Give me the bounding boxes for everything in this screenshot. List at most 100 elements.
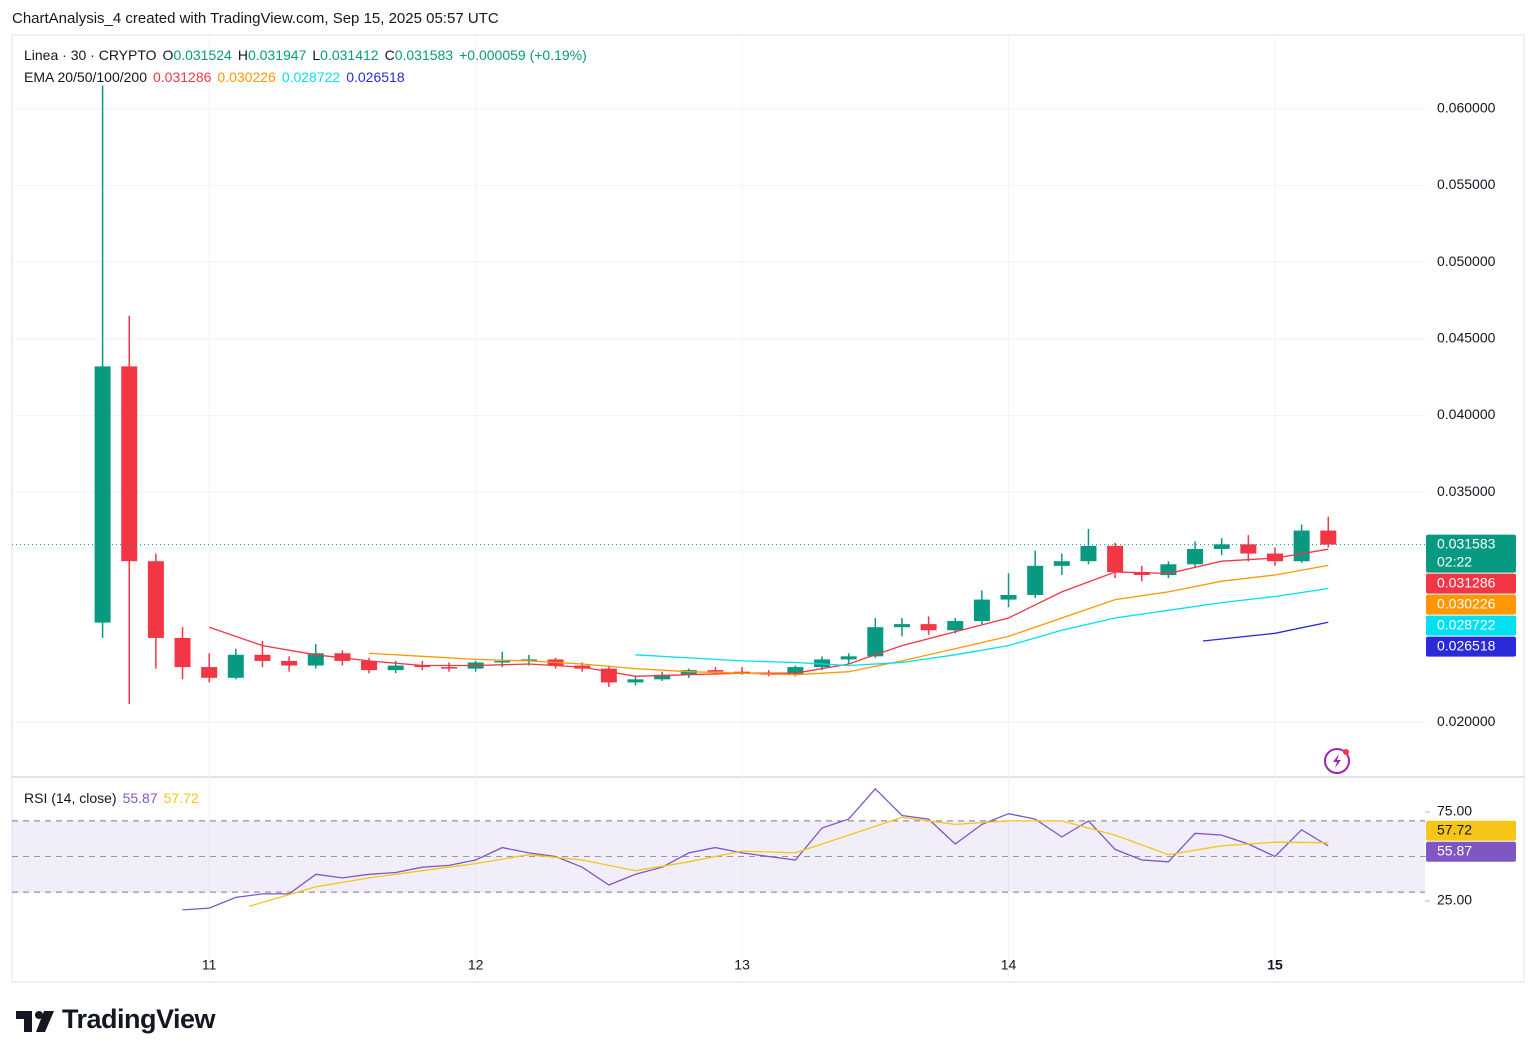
candle-body [1320, 530, 1337, 545]
x-tick-label: 12 [468, 957, 484, 973]
change: +0.000059 (+0.19%) [459, 47, 587, 63]
candle-body [840, 656, 857, 660]
candle-body [520, 659, 537, 661]
candle-body [1027, 565, 1044, 595]
candle-body [201, 667, 218, 678]
legend-row: Linea · 30 · CRYPTO O0.031524 H0.031947 L0.… [24, 44, 593, 66]
candle-body [1213, 544, 1230, 549]
candle-body [121, 366, 138, 562]
chart-frame [11, 34, 1525, 983]
indicator: EMA 20/50/100/200 [24, 69, 147, 85]
ohlc-label: H [237, 47, 248, 63]
candle-body [494, 660, 511, 663]
rsi-value: 55.87 [122, 790, 158, 806]
candle-body [281, 660, 298, 666]
y-tick-label: 0.050000 [1437, 253, 1496, 269]
candle-body [414, 665, 431, 668]
attribution: ChartAnalysis_4 created with TradingView… [12, 10, 499, 27]
candle-body [1293, 530, 1310, 562]
price-badge-label: 0.031583 [1437, 535, 1496, 551]
price-badge [1426, 615, 1516, 636]
y-tick-label: 75.00 [1437, 803, 1472, 819]
rsi-value: 57.72 [163, 790, 199, 806]
candle-body [1107, 545, 1124, 572]
candle-body [814, 659, 831, 668]
ohlc-value: 0.031524 [173, 47, 232, 63]
symbol: Linea · 30 · CRYPTO [24, 47, 157, 63]
candle-body [1187, 548, 1204, 565]
price-badge [1426, 594, 1516, 615]
price-badge-label: 0.028722 [1437, 616, 1496, 632]
alert-dot [1343, 749, 1349, 755]
price-badge-label: 0.031286 [1437, 574, 1496, 590]
price-badge [1426, 534, 1516, 573]
candle-body [147, 561, 164, 638]
candle-body [94, 366, 111, 623]
alert-bolt [1333, 754, 1341, 768]
ema-line [1202, 621, 1329, 642]
price-badge-label: 0.030226 [1437, 595, 1496, 611]
ohlc-value: 0.031412 [320, 47, 379, 63]
logo-part [36, 1011, 54, 1032]
y-tick-label: 0.055000 [1437, 176, 1496, 192]
y-tick-label: 0.045000 [1437, 329, 1496, 345]
candle-body [1266, 553, 1283, 562]
candle-body [787, 667, 804, 675]
price-badge-label: 57.72 [1437, 821, 1472, 837]
candle-body [920, 624, 937, 631]
price-badge-label: 0.026518 [1437, 637, 1496, 653]
y-tick-label: 25.00 [1437, 892, 1472, 908]
alert-icon [1324, 748, 1350, 774]
candle-body [1080, 545, 1097, 562]
ema-line [368, 564, 1329, 676]
candle-body [867, 627, 884, 657]
candle-body [707, 670, 724, 672]
candle-body [227, 654, 244, 678]
ema-value: 0.028722 [281, 69, 341, 85]
price-legend: Linea · 30 · CRYPTO O0.031524 H0.031947 L0.… [24, 44, 593, 88]
price-badge [1426, 820, 1516, 841]
countdown-label: 02:22 [1437, 553, 1472, 569]
y-tick-label: 0.040000 [1437, 406, 1496, 422]
price-badge [1426, 636, 1516, 657]
alert-circle [1324, 748, 1350, 774]
candle-body [947, 621, 964, 631]
candle-body [361, 660, 378, 671]
candle-body [1053, 561, 1070, 566]
candle-body [1160, 564, 1177, 576]
candle-body [440, 667, 457, 669]
rsi-title: RSI (14, close) [24, 790, 117, 806]
ema-value: 0.026518 [346, 69, 405, 85]
candle-body [680, 670, 697, 675]
price-badge [1426, 841, 1516, 862]
price-badge [1426, 573, 1516, 594]
logo-part [24, 1011, 32, 1032]
y-tick-label: 0.060000 [1437, 99, 1496, 115]
y-tick-label: 0.020000 [1437, 713, 1496, 729]
ema-value: 0.031286 [153, 69, 212, 85]
candle-body [973, 599, 990, 622]
ohlc-value: 0.031947 [247, 47, 307, 63]
tv-logo-mark [16, 1011, 54, 1032]
grid [12, 35, 1425, 978]
y-tick-label: 0.035000 [1437, 483, 1496, 499]
logo-part [35, 1011, 43, 1019]
x-tick-label: 13 [734, 957, 750, 973]
candle-body [174, 637, 191, 668]
ema-value: 0.030226 [217, 69, 276, 85]
price-badge-label: 55.87 [1437, 842, 1472, 858]
candle-body [1240, 544, 1257, 554]
x-tick-label: 14 [1001, 957, 1017, 973]
candle-body [734, 671, 751, 674]
x-tick-label: 11 [202, 957, 217, 973]
ema-line [208, 548, 1329, 677]
candle-body [893, 624, 910, 628]
ohlc-label: L [312, 47, 321, 63]
candle-body [254, 654, 271, 661]
ohlc-label: O [162, 47, 174, 63]
candle-body [334, 653, 351, 661]
candle-body [1000, 594, 1017, 600]
candle-body [654, 674, 671, 680]
legend-row: EMA 20/50/100/200 0.031286 0.030226 0.02872… [24, 66, 593, 88]
